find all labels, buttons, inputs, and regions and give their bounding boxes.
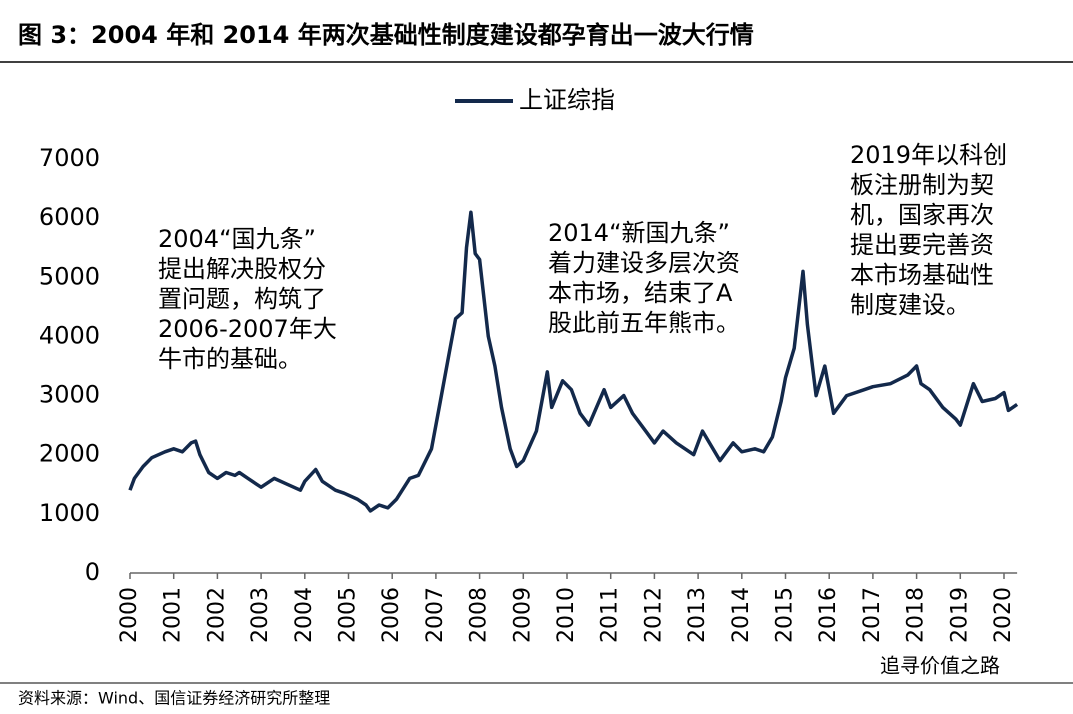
watermark: 追寻价值之路 bbox=[880, 654, 1000, 678]
x-tick-label: 2018 bbox=[904, 587, 929, 643]
y-tick-label: 2000 bbox=[39, 440, 100, 468]
annotation: 2014“新国九条” bbox=[548, 219, 730, 247]
line-series bbox=[128, 210, 1019, 513]
source: 资料来源：Wind、国信证券经济研究所整理 bbox=[18, 689, 330, 708]
x-tick-label: 2015 bbox=[773, 587, 798, 643]
y-tick-label: 3000 bbox=[39, 381, 100, 409]
y-tick-label: 7000 bbox=[39, 144, 100, 172]
x-tick-label: 2013 bbox=[685, 587, 710, 643]
annotation: 本市场，结束了A bbox=[548, 279, 733, 307]
x-tick-label: 2003 bbox=[248, 587, 273, 643]
x-tick-label: 2014 bbox=[729, 587, 754, 643]
annotation: 置问题，构筑了 bbox=[158, 285, 326, 313]
x-tick-label: 2008 bbox=[467, 587, 492, 643]
x-tick-label: 2002 bbox=[204, 587, 229, 643]
annotation: 板注册制为契 bbox=[850, 171, 994, 199]
annotation: 着力建设多层次资 bbox=[548, 249, 740, 277]
y-tick-label: 5000 bbox=[39, 262, 100, 290]
x-tick-label: 2001 bbox=[161, 587, 186, 643]
x-tick-label: 2004 bbox=[292, 587, 317, 643]
x-tick-label: 2007 bbox=[423, 587, 448, 643]
x-tick-label: 2010 bbox=[554, 587, 579, 643]
x-tick-label: 2016 bbox=[816, 587, 841, 643]
y-tick-label: 4000 bbox=[39, 321, 100, 349]
x-tick-label: 2019 bbox=[947, 587, 972, 643]
annotation: 2006-2007年大 bbox=[158, 315, 337, 343]
annotation: 提出要完善资 bbox=[850, 231, 994, 259]
x-tick-label: 2006 bbox=[379, 587, 404, 643]
annotation: 制度建设。 bbox=[850, 291, 970, 319]
x-tick-label: 2009 bbox=[510, 587, 535, 643]
x-tick-label: 2017 bbox=[860, 587, 885, 643]
x-tick-label: 2020 bbox=[991, 587, 1016, 643]
annotation: 2019年以科创 bbox=[850, 141, 1007, 169]
annotation: 机，国家再次 bbox=[850, 201, 994, 229]
annotation: 2004“国九条” bbox=[158, 225, 316, 253]
annotation: 股此前五年熊市。 bbox=[548, 309, 740, 337]
x-tick-label: 2005 bbox=[336, 587, 361, 643]
y-tick-label: 0 bbox=[85, 558, 100, 586]
annotation: 牛市的基础。 bbox=[158, 345, 302, 373]
annotation: 提出解决股权分 bbox=[158, 255, 326, 283]
legend-label: 上证综指 bbox=[519, 86, 615, 114]
y-tick-label: 1000 bbox=[39, 499, 100, 527]
x-tick-label: 2012 bbox=[641, 587, 666, 643]
x-tick-label: 2011 bbox=[598, 587, 623, 643]
chart-title: 图 3：2004 年和 2014 年两次基础性制度建设都孕育出一波大行情 bbox=[18, 21, 754, 49]
annotation: 本市场基础性 bbox=[850, 261, 994, 289]
y-tick-label: 6000 bbox=[39, 203, 100, 231]
x-tick-label: 2000 bbox=[117, 587, 142, 643]
